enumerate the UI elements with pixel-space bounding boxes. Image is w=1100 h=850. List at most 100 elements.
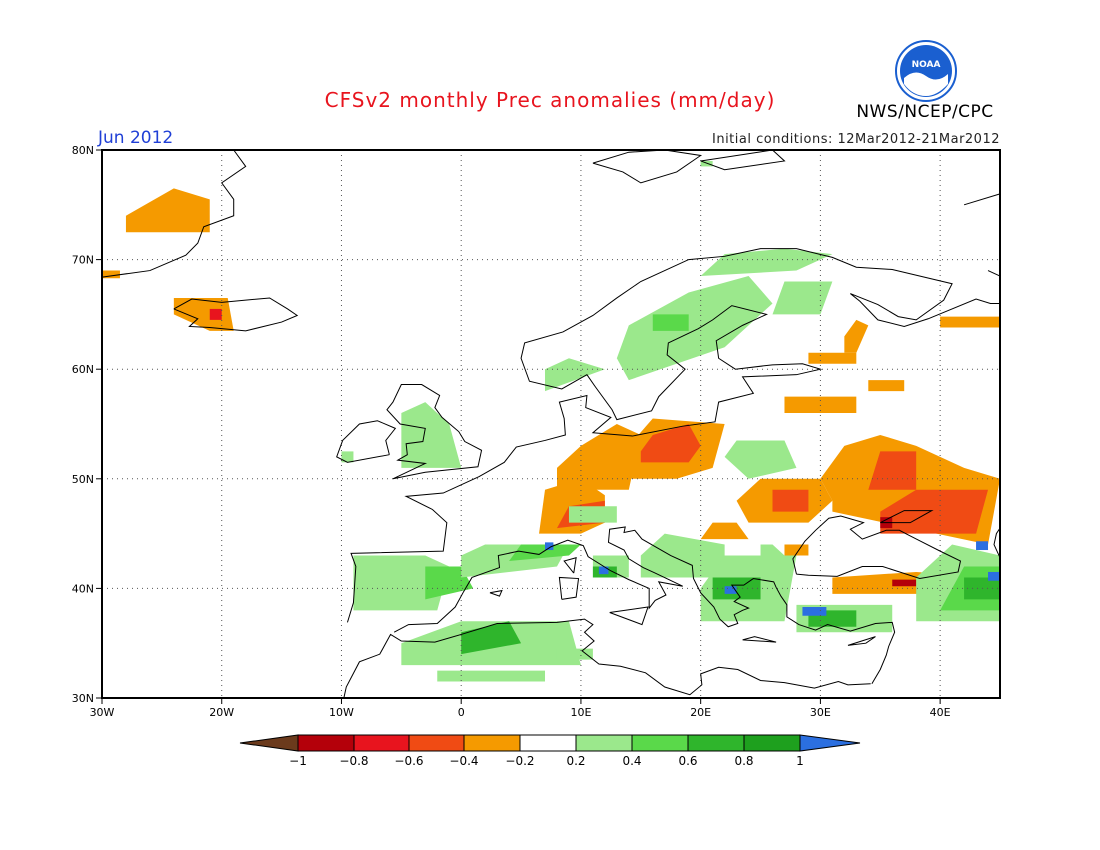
lon-tick-label: 30W (90, 706, 115, 719)
initial-conditions-label: Initial conditions: 12Mar2012-21Mar2012 (712, 132, 1000, 147)
colorbar-label: 0.4 (622, 754, 641, 768)
anomaly-patch (556, 648, 593, 660)
coastline (393, 526, 896, 685)
coastline (592, 149, 702, 184)
coastline (609, 606, 649, 626)
coastline (963, 193, 1001, 206)
coastline (563, 557, 577, 574)
anomaly-fill-layer (102, 160, 1000, 682)
anomaly-patch (724, 440, 797, 479)
lat-tick-label: 50N (72, 473, 94, 486)
colorbar-label: 0.2 (566, 754, 585, 768)
colorbar-segment (575, 734, 633, 752)
colorbar: −1 −0.8 −0.6 −0.4 −0.2 0.2 0.4 0.6 0.8 1 (239, 734, 861, 768)
latitude-tick-labels: 80N 70N 60N 50N 40N 30N (72, 144, 102, 705)
lat-tick-label: 60N (72, 363, 94, 376)
anomaly-patch (640, 424, 701, 463)
coastline (792, 515, 962, 580)
anomaly-patch (209, 308, 222, 320)
lon-tick-label: 10E (570, 706, 591, 719)
coastline (880, 510, 934, 524)
anomaly-patch (700, 248, 833, 277)
anomaly-patch (808, 352, 857, 364)
anomaly-patch (976, 541, 989, 551)
colorbar-label: −0.6 (394, 754, 423, 768)
colorbar-label: −0.8 (339, 754, 368, 768)
colorbar-label: 0.6 (678, 754, 697, 768)
coastline (346, 248, 1000, 623)
coastline (993, 527, 1001, 558)
logo-text: NOAA (912, 60, 941, 70)
colorbar-segment (297, 734, 355, 752)
colorbar-segment (743, 734, 801, 752)
coastline (336, 420, 397, 463)
colorbar-label: −0.4 (449, 754, 478, 768)
lat-tick-label: 40N (72, 582, 94, 595)
coastline (558, 576, 580, 600)
anomaly-patch (772, 489, 809, 512)
colorbar-label: −0.2 (505, 754, 534, 768)
longitude-tick-labels: 30W 20W 10W 0 10E 20E 30E 40E (90, 698, 951, 719)
colorbar-label: 1 (796, 754, 804, 768)
coastline (343, 618, 871, 699)
anomaly-patch (341, 451, 354, 463)
coastline-layer (101, 149, 1001, 699)
colorbar-label: 0.8 (734, 754, 753, 768)
coastline (847, 636, 876, 646)
anomaly-patch (892, 579, 917, 587)
coastline (987, 270, 1001, 277)
colorbar-label: −1 (289, 754, 307, 768)
colorbar-segment (463, 734, 521, 752)
colorbar-segment (631, 734, 689, 752)
lat-tick-label: 80N (72, 144, 94, 157)
anomaly-patch (772, 281, 833, 315)
anomaly-patch (173, 297, 234, 331)
lon-tick-label: 40E (930, 706, 951, 719)
coastline (700, 149, 786, 171)
lon-tick-label: 20W (209, 706, 234, 719)
lat-tick-label: 70N (72, 254, 94, 267)
anomaly-patch (125, 188, 210, 233)
anomaly-patch (598, 566, 609, 575)
anomaly-patch (988, 571, 1000, 581)
anomaly-patch (700, 522, 749, 540)
map-frame (101, 149, 1001, 699)
anomaly-patch (760, 544, 785, 556)
anomaly-patch (802, 607, 827, 616)
lon-tick-label: 10W (329, 706, 354, 719)
colorbar-segment (239, 734, 299, 752)
colorbar-segment (799, 734, 861, 752)
anomaly-patch (940, 316, 1000, 328)
anomaly-patch (784, 544, 809, 556)
noaa-logo-icon: NOAA (895, 40, 957, 102)
colorbar-segment (687, 734, 745, 752)
coastline (742, 636, 777, 643)
coastline (173, 297, 299, 332)
coastline (101, 149, 247, 278)
anomaly-patch (640, 533, 725, 578)
chart-title: CFSv2 monthly Prec anomalies (mm/day) (324, 88, 776, 112)
coastline (489, 589, 503, 597)
anomaly-patch (784, 396, 857, 414)
anomaly-patch (401, 402, 462, 468)
anomaly-patch (545, 542, 554, 551)
valid-month-label: Jun 2012 (98, 128, 174, 148)
lon-tick-label: 20E (690, 706, 711, 719)
agency-label: NWS/NCEP/CPC (856, 102, 994, 122)
lon-tick-label: 0 (458, 706, 465, 719)
coastline (386, 384, 483, 480)
lon-tick-label: 30E (810, 706, 831, 719)
anomaly-patch (568, 506, 617, 523)
colorbar-segment (408, 734, 465, 752)
lat-tick-label: 30N (72, 692, 94, 705)
anomaly-patch (509, 544, 581, 561)
colorbar-segment (353, 734, 410, 752)
anomaly-patch (545, 358, 605, 392)
anomaly-patch (652, 314, 689, 331)
colorbar-segment (519, 734, 577, 752)
anomaly-patch (868, 451, 917, 490)
anomaly-patch (844, 319, 869, 353)
anomaly-patch (868, 380, 905, 392)
anomaly-patch (556, 424, 641, 490)
